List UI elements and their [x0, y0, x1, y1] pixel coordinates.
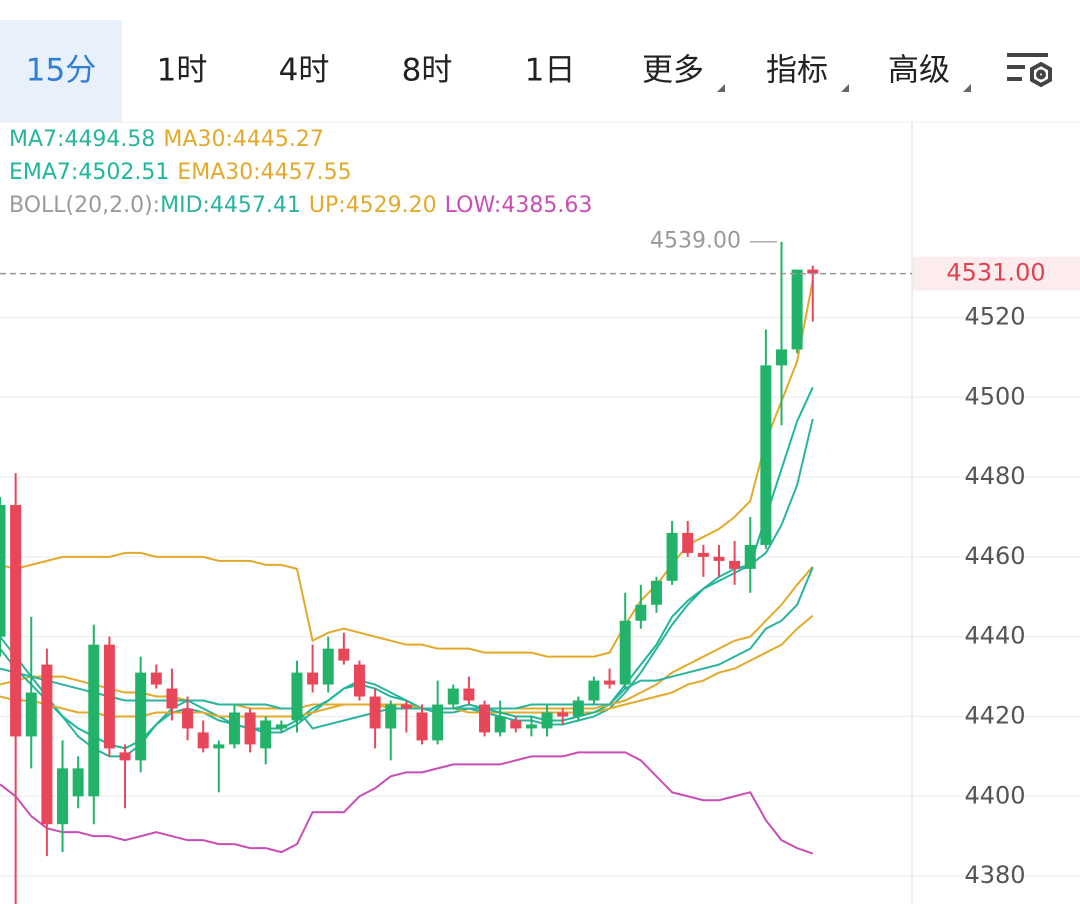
candle-body: [463, 688, 475, 701]
tab[interactable]: 高级: [888, 53, 950, 89]
candles: [0, 241, 819, 904]
candle-body: [760, 365, 772, 545]
candle-body: [510, 720, 522, 729]
candle-body: [228, 712, 240, 745]
y-tick-label: 4460: [964, 542, 1025, 570]
dropdown-marker: [841, 84, 849, 92]
candle-body: [807, 269, 819, 274]
tab[interactable]: 8时: [402, 53, 453, 89]
candle-body: [447, 688, 459, 705]
y-tick-label: 4440: [964, 622, 1025, 650]
tab[interactable]: 更多: [642, 53, 704, 89]
legend-entry: MA30:4445.27: [163, 127, 323, 152]
legend-entry: MA7:4494.58: [9, 127, 155, 152]
y-tick-label: 4380: [964, 861, 1025, 889]
y-tick-label: 4500: [964, 382, 1025, 410]
candle-body: [525, 724, 537, 729]
candle-body: [0, 505, 6, 637]
candle-body: [588, 680, 600, 701]
legend: MA7:4494.58 MA30:4445.27 EMA7:4502.51 EMA30…: [9, 127, 592, 218]
candle-body: [666, 532, 678, 581]
candle-body: [150, 672, 162, 685]
grid: 4380 4400 4420 4440 4460 4480 4500 4520: [0, 303, 1080, 889]
candle-body: [385, 704, 397, 729]
dropdown-marker: [963, 84, 971, 92]
icon-dot: [1036, 69, 1046, 80]
candle-body: [119, 752, 131, 761]
candle-body: [400, 704, 412, 709]
candle-body: [682, 532, 694, 553]
candle-body: [197, 732, 209, 749]
candle-body: [72, 768, 84, 797]
legend-row: EMA7:4502.51 EMA30:4457.55: [9, 160, 352, 185]
active-tab-bg: [0, 20, 122, 122]
icon-hex: [1030, 61, 1052, 88]
candle-body: [275, 724, 287, 729]
candle-body: [166, 688, 178, 709]
tab[interactable]: 4时: [279, 53, 330, 89]
candle-body: [244, 712, 256, 745]
candle-body: [416, 712, 428, 741]
legend-row: MA7:4494.58 MA30:4445.27: [9, 127, 324, 152]
y-tick-label: 4520: [964, 303, 1025, 331]
candle-body: [729, 560, 741, 569]
tab[interactable]: 15分: [26, 53, 96, 89]
candle-body: [776, 349, 787, 366]
candle-body: [260, 720, 272, 749]
legend-entry: EMA30:4457.55: [177, 160, 351, 185]
legend-entry: MID:4457.41: [160, 193, 301, 218]
candle-body: [103, 644, 115, 749]
candle-body: [650, 580, 662, 605]
tab[interactable]: 1时: [157, 53, 208, 89]
tab-bar: 15分 1时 4时 8时 1日 更多 指标 高级: [26, 53, 971, 92]
current-price-box: [913, 256, 1080, 291]
legend-entry: LOW:4385.63: [445, 193, 593, 218]
candle-body: [369, 696, 381, 729]
y-tick-label: 4420: [964, 701, 1025, 729]
candle-body: [557, 712, 569, 717]
candle-body: [697, 552, 709, 557]
candle-body: [10, 505, 22, 737]
current-price-label: 4531.00: [946, 259, 1045, 287]
candle-body: [213, 744, 225, 749]
max-marker-label: 4539.00: [650, 229, 741, 254]
indicator-line: [0, 751, 814, 855]
candle-body: [182, 708, 194, 729]
candle-body: [494, 716, 506, 733]
candle-body: [541, 712, 553, 729]
y-tick-label: 4480: [964, 462, 1025, 490]
candle-body: [744, 544, 756, 569]
candle-body: [619, 620, 631, 685]
candle-body: [791, 269, 803, 350]
candle-body: [572, 700, 584, 717]
overlay: 4531.00 4539.00: [0, 229, 1080, 291]
candle-body: [41, 664, 53, 825]
candle-body: [353, 664, 365, 697]
candle-body: [604, 680, 616, 685]
candle-body: [57, 768, 69, 825]
candle-body: [25, 692, 37, 737]
settings-icon[interactable]: [1007, 53, 1052, 88]
candle-body: [291, 672, 303, 721]
candle-body: [338, 648, 350, 661]
candle-body: [135, 672, 147, 761]
candle-body: [635, 604, 647, 621]
legend-entry: BOLL(20,2.0):: [9, 193, 160, 218]
candle-body: [432, 704, 444, 741]
candle-body: [479, 704, 491, 733]
tab[interactable]: 指标: [766, 53, 828, 89]
candle-body: [322, 648, 334, 685]
dropdown-marker: [717, 84, 725, 92]
y-tick-label: 4400: [964, 781, 1025, 809]
tab[interactable]: 1日: [525, 53, 576, 89]
legend-entry: EMA7:4502.51: [9, 160, 169, 185]
candle-body: [713, 556, 725, 561]
candle-body: [307, 672, 319, 685]
candle-body: [88, 644, 100, 797]
legend-row: BOLL(20,2.0):MID:4457.41 UP:4529.20 LOW:43…: [9, 193, 592, 218]
legend-entry: UP:4529.20: [309, 193, 437, 218]
